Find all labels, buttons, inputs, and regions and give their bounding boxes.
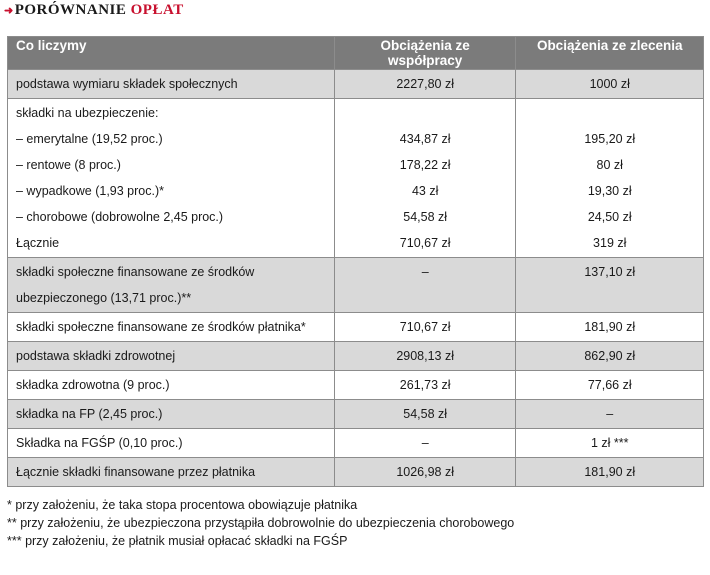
cell-value: 710,67 zł xyxy=(399,320,451,334)
cell-label: Składka na FGŚP (0,10 proc.) xyxy=(16,436,183,450)
value-cell: 1 zł *** xyxy=(515,428,704,458)
value-cell: 54,58 zł xyxy=(333,399,517,429)
blank-line xyxy=(343,285,508,311)
cell-value: 1026,98 zł xyxy=(396,465,455,479)
cell-label: ubezpieczonego (13,71 proc.)** xyxy=(16,291,192,305)
blank-line xyxy=(524,285,695,311)
label-cell: składki społeczne finansowane ze środków… xyxy=(7,312,335,342)
cell-label: Łącznie xyxy=(16,236,60,250)
column-header: Obciążenia ze współpracy xyxy=(333,36,517,70)
cell-label: składka zdrowotna (9 proc.) xyxy=(16,378,170,392)
label-cell: składki na ubezpieczenie: – emerytalne (1… xyxy=(7,98,335,258)
cell-value: 137,10 zł xyxy=(584,265,636,279)
label-cell: składki społeczne finansowane ze środków… xyxy=(7,257,335,313)
cell-label: składki społeczne finansowane ze środków… xyxy=(16,320,306,334)
table-row: składki społeczne finansowane ze środków… xyxy=(7,257,704,313)
cell-value: 54,58 zł xyxy=(403,407,448,421)
column-header: Co liczymy xyxy=(7,36,335,70)
label-cell: Łącznie składki finansowane przez płatni… xyxy=(7,457,335,487)
value-cell: 77,66 zł xyxy=(515,370,704,400)
cell-label: składka na FP (2,45 proc.) xyxy=(16,407,163,421)
cell-label: składki na ubezpieczenie: xyxy=(16,106,159,120)
cell-value: 80 zł xyxy=(596,158,623,172)
footnote: *** przy założeniu, że płatnik musiał op… xyxy=(7,534,348,548)
footnote: ** przy założeniu, że ubezpieczona przys… xyxy=(7,516,515,530)
cell-value: 19,30 zł xyxy=(587,184,632,198)
footnote: * przy założeniu, że taka stopa procento… xyxy=(7,498,358,512)
value-cell: 2227,80 zł xyxy=(333,69,517,99)
label-cell: podstawa wymiaru składek społecznych xyxy=(7,69,335,99)
value-cell: 862,90 zł xyxy=(515,341,704,371)
table-row: podstawa wymiaru składek społecznych 2227… xyxy=(7,69,704,99)
cell-value: 2908,13 zł xyxy=(396,349,455,363)
value-cell: 434,87 zł 178,22 zł 43 zł 54,58 zł 710,67 zł xyxy=(333,98,517,258)
value-cell: 1000 zł xyxy=(515,69,704,99)
cell-value: 195,20 zł xyxy=(584,132,636,146)
footnotes: * przy założeniu, że taka stopa procento… xyxy=(7,496,514,550)
table-row: Łącznie składki finansowane przez płatni… xyxy=(7,457,704,487)
value-cell: – xyxy=(515,399,704,429)
table-row: Składka na FGŚP (0,10 proc.) – 1 zł *** xyxy=(7,428,704,458)
cell-value: 43 zł xyxy=(411,184,439,198)
blank-line xyxy=(524,100,695,126)
blank-line xyxy=(343,100,508,126)
cell-value: 434,87 zł xyxy=(399,132,451,146)
column-header: Obciążenia ze zlecenia xyxy=(515,36,704,70)
fee-table: Co liczymy Obciążenia ze współpracy Obciąż… xyxy=(7,36,704,487)
value-cell: 195,20 zł 80 zł 19,30 zł 24,50 zł 319 zł xyxy=(515,98,704,258)
cell-value: 178,22 zł xyxy=(399,158,451,172)
header-row: Co liczymy Obciążenia ze współpracy Obciąż… xyxy=(7,36,704,70)
cell-value: 77,66 zł xyxy=(587,378,632,392)
label-cell: składka na FP (2,45 proc.) xyxy=(7,399,335,429)
cell-value: 54,58 zł xyxy=(403,210,448,224)
value-cell: 710,67 zł xyxy=(333,312,517,342)
cell-value: 862,90 zł xyxy=(584,349,636,363)
cell-value: 1 zł *** xyxy=(590,436,629,450)
value-cell: 2908,13 zł xyxy=(333,341,517,371)
title: ➜PORÓWNANIE OPŁAT xyxy=(4,2,184,18)
cell-value: 181,90 zł xyxy=(584,320,636,334)
table-row: podstawa składki zdrowotnej 2908,13 zł 862… xyxy=(7,341,704,371)
label-cell: składka zdrowotna (9 proc.) xyxy=(7,370,335,400)
cell-value: – xyxy=(421,436,429,450)
cell-value: 261,73 zł xyxy=(399,378,451,392)
cell-label: – rentowe (8 proc.) xyxy=(16,158,121,172)
value-cell: 181,90 zł xyxy=(515,312,704,342)
table-row: składki na ubezpieczenie: – emerytalne (1… xyxy=(7,98,704,258)
title-accent: OPŁAT xyxy=(130,2,184,18)
cell-label: – wypadkowe (1,93 proc.)* xyxy=(16,184,164,198)
table-row: składka na FP (2,45 proc.) 54,58 zł – xyxy=(7,399,704,429)
label-cell: podstawa składki zdrowotnej xyxy=(7,341,335,371)
cell-value: – xyxy=(606,407,614,421)
cell-value: – xyxy=(421,265,429,279)
cell-label: – chorobowe (dobrowolne 2,45 proc.) xyxy=(16,210,224,224)
cell-label: podstawa składki zdrowotnej xyxy=(16,349,176,363)
cell-label: Łącznie składki finansowane przez płatni… xyxy=(16,465,256,479)
table-row: składka zdrowotna (9 proc.) 261,73 zł 77,6… xyxy=(7,370,704,400)
cell-label: podstawa wymiaru składek społecznych xyxy=(16,77,238,91)
label-cell: Składka na FGŚP (0,10 proc.) xyxy=(7,428,335,458)
value-cell: 181,90 zł xyxy=(515,457,704,487)
cell-value: 319 zł xyxy=(593,236,627,250)
value-cell: 261,73 zł xyxy=(333,370,517,400)
table-row: składki społeczne finansowane ze środków… xyxy=(7,312,704,342)
cell-value: 181,90 zł xyxy=(584,465,636,479)
cell-value: 1000 zł xyxy=(589,77,630,91)
value-cell: – xyxy=(333,257,517,313)
value-cell: 1026,98 zł xyxy=(333,457,517,487)
title-main: PORÓWNANIE xyxy=(14,2,127,18)
value-cell: 137,10 zł xyxy=(515,257,704,313)
value-cell: – xyxy=(333,428,517,458)
cell-label: składki społeczne finansowane ze środków xyxy=(16,265,255,279)
cell-label: – emerytalne (19,52 proc.) xyxy=(16,132,163,146)
cell-value: 2227,80 zł xyxy=(396,77,455,91)
cell-value: 710,67 zł xyxy=(399,236,451,250)
cell-value: 24,50 zł xyxy=(587,210,632,224)
